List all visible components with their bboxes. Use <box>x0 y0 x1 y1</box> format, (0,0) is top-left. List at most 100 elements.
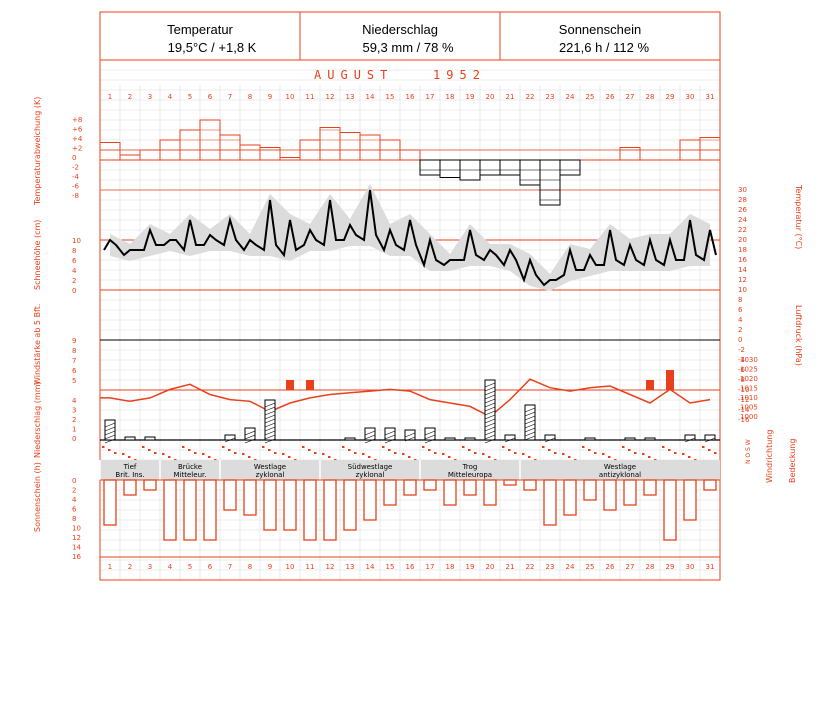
day-label-top: 4 <box>168 93 173 101</box>
wind-dir-dot <box>108 449 111 451</box>
temp-tick: -12 <box>738 396 749 404</box>
wind-dir-dot <box>342 446 345 448</box>
precip-tick: 0 <box>72 435 76 443</box>
temp-dev-tick: +8 <box>72 116 82 124</box>
precip-tick: 4 <box>72 397 77 405</box>
wind-tick: 6 <box>72 367 77 375</box>
day-label-bottom: 30 <box>686 563 695 571</box>
temp-dev-bar <box>439 159 461 178</box>
precip-hatch <box>264 402 276 408</box>
day-label-bottom: 31 <box>706 563 715 571</box>
day-label-top: 20 <box>486 93 495 101</box>
precip-hatch <box>364 438 376 444</box>
sunshine-bar <box>603 479 617 511</box>
precip-hatch <box>264 410 276 416</box>
weather-type-label: Brücke <box>178 463 202 471</box>
precip-bar <box>264 399 276 441</box>
sunshine-bar <box>203 479 217 541</box>
precip-bar <box>124 436 136 441</box>
precip-hatch <box>384 434 396 440</box>
temp-tick: 26 <box>738 206 747 214</box>
precip-hatch <box>484 382 496 388</box>
wind-dir-dot <box>602 453 605 455</box>
day-label-bottom: 10 <box>286 563 295 571</box>
precip-hatch <box>484 390 496 396</box>
sunshine-bar <box>363 479 377 521</box>
snow-tick: 2 <box>72 277 76 285</box>
temp-tick: 20 <box>738 236 747 244</box>
temp-dev-bar <box>399 149 421 161</box>
wind-dir-dot <box>514 452 517 454</box>
day-label-bottom: 16 <box>406 563 415 571</box>
temp-tick: 16 <box>738 256 747 264</box>
snow-tick: 6 <box>72 257 77 265</box>
wind-dir-dot <box>628 449 631 451</box>
wind-dir-dot <box>382 446 385 448</box>
temp-dev-bar <box>179 129 201 161</box>
day-label-bottom: 14 <box>366 563 375 571</box>
temp-dev-tick: -6 <box>72 183 80 191</box>
temp-tick: 22 <box>738 226 747 234</box>
temp-normal-band <box>110 184 710 291</box>
precip-bar <box>424 427 436 441</box>
weather-type-label: zyklonal <box>256 471 285 479</box>
precip-bar <box>144 436 156 441</box>
wind-dir-dot <box>568 456 571 458</box>
temp-dev-tick: +6 <box>72 126 83 134</box>
wind-dir-dot <box>528 456 531 458</box>
sunshine-bar <box>463 479 477 496</box>
precip-hatch <box>484 402 496 408</box>
sunshine-bar <box>123 479 137 496</box>
day-label-bottom: 21 <box>506 563 515 571</box>
precip-value: 59,3 mm / 78 % <box>362 40 453 55</box>
temp-dev-bar <box>239 144 261 161</box>
precip-hatch <box>424 438 436 444</box>
snow-tick: 4 <box>72 267 77 275</box>
axis-label-cloud: Bedeckung <box>788 439 797 483</box>
precip-bar <box>444 437 456 441</box>
precip-bar <box>464 437 476 441</box>
day-label-top: 17 <box>426 93 435 101</box>
precip-hatch <box>484 406 496 412</box>
temp-tick: -8 <box>738 376 745 384</box>
wind-bar <box>646 380 654 390</box>
wind-dir-dot <box>662 446 665 448</box>
precip-hatch <box>104 426 116 432</box>
temp-dev-tick: 0 <box>72 154 76 162</box>
day-label-top: 2 <box>128 93 132 101</box>
precip-hatch <box>524 423 536 429</box>
temp-dev-bar <box>559 159 581 176</box>
pressure-tick: 1000 <box>740 413 758 421</box>
day-label-bottom: 12 <box>326 563 335 571</box>
precip-bar <box>684 434 696 441</box>
precip-hatch <box>264 426 276 432</box>
day-label-top: 3 <box>148 93 152 101</box>
day-label-top: 15 <box>386 93 395 101</box>
weather-type-label: Südwestlage <box>348 463 393 471</box>
precip-hatch <box>424 430 436 436</box>
day-label-bottom: 5 <box>188 563 192 571</box>
day-label-top: 26 <box>606 93 615 101</box>
day-label-bottom: 6 <box>208 563 213 571</box>
day-label-bottom: 9 <box>268 563 272 571</box>
wind-dir-dot <box>248 456 251 458</box>
precip-hatch <box>524 427 536 433</box>
wind-dir-dot <box>168 456 171 458</box>
precip-hatch <box>684 437 696 443</box>
precip-hatch <box>264 430 276 436</box>
precip-bar <box>644 437 656 441</box>
precip-hatch <box>264 422 276 428</box>
pressure-tick: 1010 <box>740 394 758 402</box>
wind-tick: 9 <box>72 337 76 345</box>
sun-tick: 16 <box>72 553 81 561</box>
precip-hatch <box>244 438 256 444</box>
day-label-bottom: 1 <box>108 563 112 571</box>
wind-dir-dot <box>394 452 397 454</box>
temp-tick: -4 <box>738 356 746 364</box>
weather-type-label: zyklonal <box>356 471 385 479</box>
day-label-top: 23 <box>546 93 555 101</box>
precip-hatch <box>404 436 416 442</box>
day-label-bottom: 13 <box>346 563 355 571</box>
temp-tick: -10 <box>738 386 749 394</box>
